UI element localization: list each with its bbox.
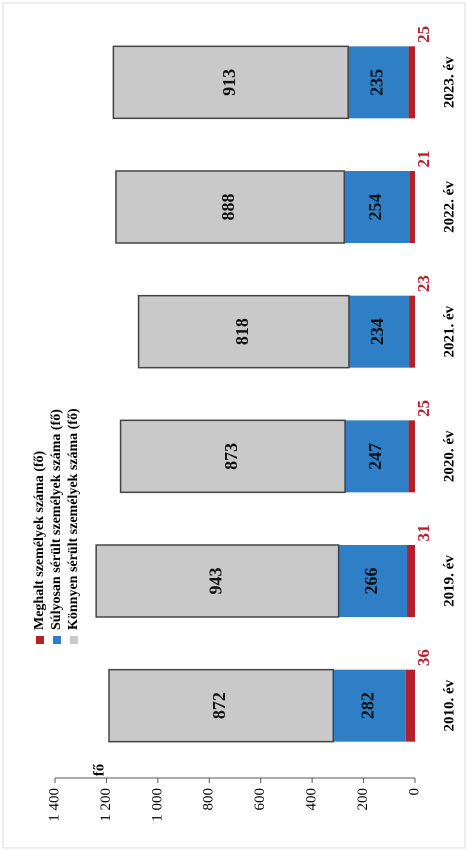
value-label: 872	[209, 692, 229, 719]
x-tick-label: 2010. év	[441, 679, 457, 731]
bar-segment	[95, 544, 340, 618]
value-label: 23	[414, 275, 433, 292]
value-label: 31	[414, 525, 433, 542]
bar-segment	[115, 170, 346, 244]
value-label: 234	[367, 318, 387, 345]
value-label: 21	[414, 151, 433, 168]
value-label: 235	[366, 69, 386, 96]
bar-segment	[137, 294, 350, 369]
x-tick-label: 2023. év	[441, 56, 457, 108]
axis-title: fő	[91, 763, 107, 776]
bar-segment	[345, 420, 409, 493]
y-tick-label: 0	[406, 788, 422, 796]
value-label: 282	[358, 692, 378, 719]
bar-segment	[112, 45, 349, 120]
bar-segment	[408, 46, 415, 119]
value-label: 943	[206, 568, 226, 595]
bar-segment	[348, 295, 410, 368]
bar-segment	[407, 545, 415, 617]
legend-label: Könnyen sérült személyek száma (fő)	[66, 408, 81, 630]
y-tick-label: 200	[355, 788, 371, 811]
bar-segment	[405, 669, 415, 742]
value-label: 25	[414, 26, 433, 43]
value-label: 888	[218, 194, 238, 221]
x-tick-label: 2020. év	[441, 430, 457, 482]
bar-segment	[338, 545, 408, 617]
legend-label: Súlyosan sérült személyek száma (fő)	[49, 409, 64, 630]
bar-segment	[409, 171, 415, 243]
value-label: 25	[414, 400, 433, 417]
x-tick-label: 2022. év	[441, 181, 457, 233]
value-label: 266	[361, 568, 381, 595]
bar-segment	[108, 668, 334, 743]
value-label: 36	[414, 649, 433, 666]
value-label: 873	[221, 443, 241, 470]
bar-segment	[409, 295, 415, 368]
bar-segment	[348, 46, 409, 119]
bar-segment	[333, 669, 406, 742]
y-tick-label: 800	[201, 788, 217, 811]
legend-swatch	[36, 636, 44, 644]
legend-label: Meghalt személyek száma (fő)	[32, 450, 47, 630]
legend-swatch	[70, 636, 78, 644]
value-label: 913	[219, 69, 239, 96]
bar-segment	[119, 419, 346, 494]
value-label: 818	[232, 318, 252, 345]
y-tick-label: 1 200	[98, 788, 114, 822]
legend-swatch	[53, 636, 61, 644]
value-label: 247	[365, 443, 385, 470]
bar-segment	[344, 171, 410, 243]
y-tick-label: 400	[304, 788, 320, 811]
bar-segment	[408, 420, 415, 493]
value-label: 254	[365, 194, 385, 221]
x-tick-label: 2019. év	[441, 555, 457, 607]
x-tick-label: 2021. év	[441, 305, 457, 357]
y-tick-label: 1 000	[149, 788, 165, 822]
y-tick-label: 600	[252, 788, 268, 811]
y-tick-label: 1 400	[46, 788, 62, 822]
